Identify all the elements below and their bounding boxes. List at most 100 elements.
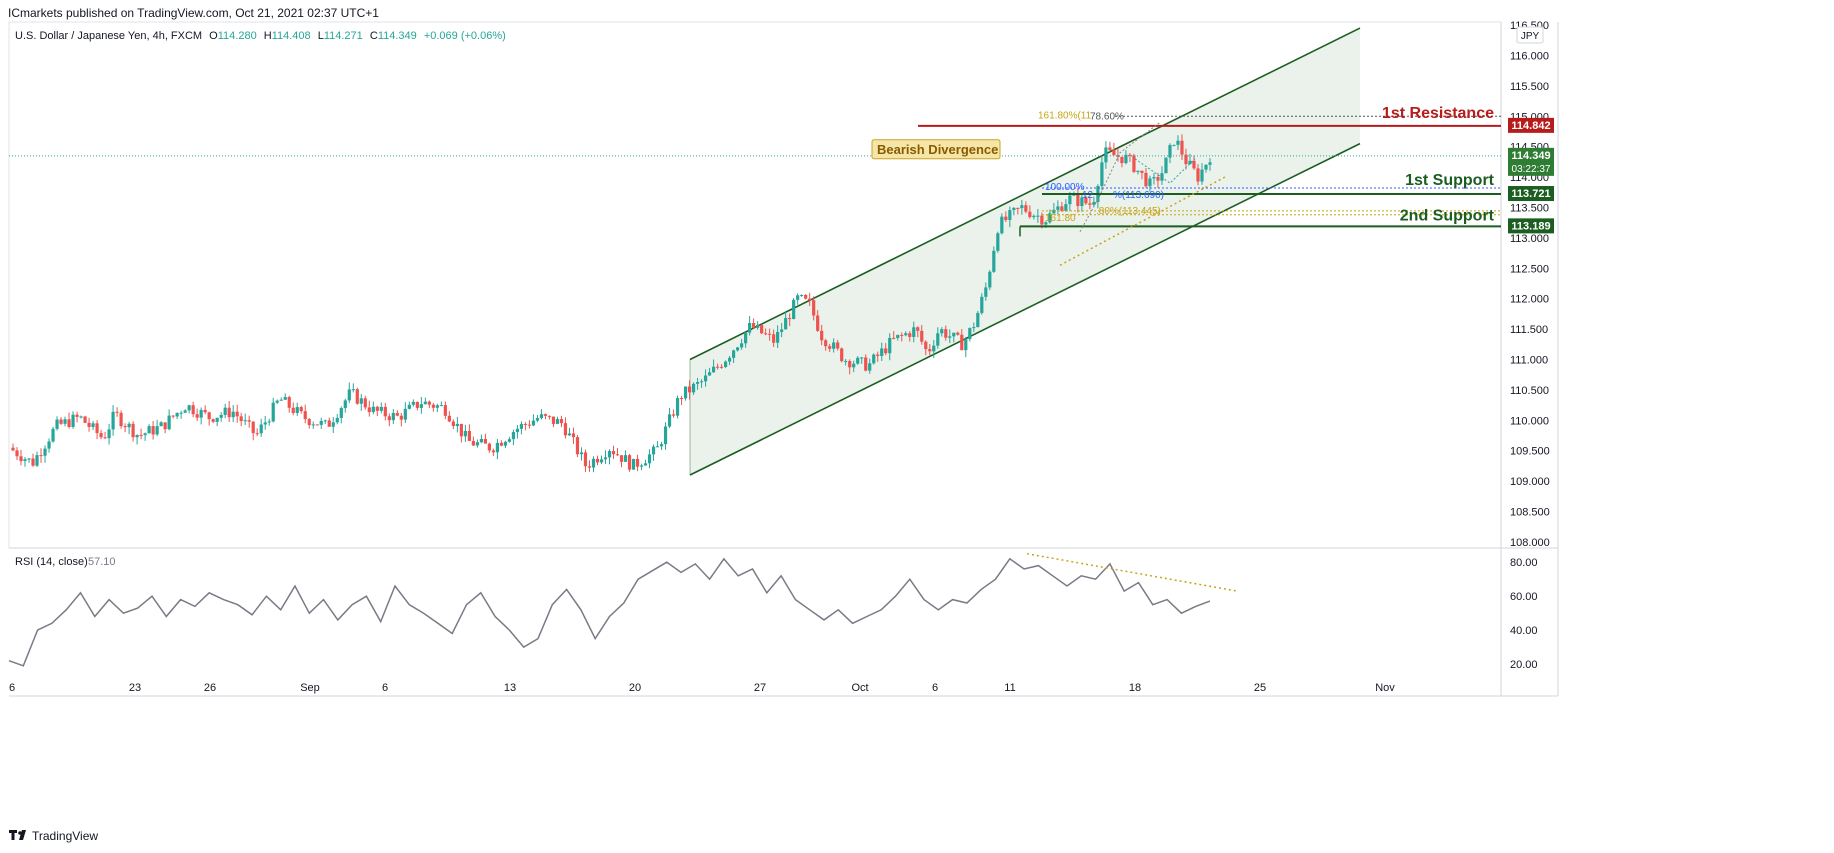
price-tick-label: 113.000 bbox=[1510, 233, 1549, 245]
price-tick-label: 110.000 bbox=[1510, 415, 1549, 427]
candle bbox=[844, 359, 848, 366]
candle bbox=[371, 401, 375, 415]
close-label: C bbox=[369, 30, 378, 42]
candle-body bbox=[451, 421, 455, 427]
candle-body bbox=[159, 422, 163, 427]
candle bbox=[107, 423, 111, 445]
candle bbox=[211, 418, 215, 424]
candle bbox=[439, 401, 443, 407]
candle bbox=[443, 401, 447, 420]
candle-body bbox=[135, 435, 139, 438]
candle-body bbox=[211, 419, 215, 422]
candle bbox=[399, 412, 403, 427]
candle bbox=[131, 421, 135, 442]
footer-brand[interactable]: TradingView bbox=[32, 829, 98, 843]
candle bbox=[19, 449, 23, 466]
candle bbox=[651, 444, 656, 461]
candle bbox=[467, 424, 471, 442]
candle-body bbox=[11, 447, 15, 451]
rsi-tick-label: 40.00 bbox=[1510, 625, 1538, 637]
candle bbox=[1144, 168, 1148, 188]
candle bbox=[347, 382, 351, 404]
symbol-name[interactable]: U.S. Dollar / Japanese Yen, 4h, FXCM bbox=[15, 30, 203, 42]
candle bbox=[808, 292, 812, 306]
candle bbox=[463, 424, 467, 442]
candle-body bbox=[255, 433, 259, 435]
candle-body bbox=[1180, 140, 1184, 155]
candle bbox=[728, 355, 732, 366]
candle-body bbox=[792, 299, 796, 319]
current-price-tag-text: 114.349 bbox=[1511, 150, 1550, 162]
price-tick-label: 108.500 bbox=[1510, 507, 1550, 519]
candle-body bbox=[343, 400, 347, 409]
rsi-tick-label: 80.00 bbox=[1510, 557, 1538, 569]
candle bbox=[868, 358, 872, 374]
candle-body bbox=[1044, 222, 1048, 225]
rsi-divergence-trendline bbox=[1026, 552, 1238, 592]
time-tick-label: Oct bbox=[851, 682, 868, 694]
candle bbox=[860, 356, 864, 364]
candle bbox=[203, 405, 207, 415]
candle-body bbox=[27, 458, 31, 460]
support1-price-tag-text: 113.721 bbox=[1511, 188, 1550, 200]
candle-body bbox=[1112, 150, 1116, 156]
time-tick-label: 23 bbox=[129, 682, 141, 694]
candle-body bbox=[1140, 170, 1144, 173]
candle-body bbox=[431, 404, 435, 408]
candle-body bbox=[1108, 147, 1112, 151]
candle bbox=[1168, 143, 1172, 164]
candle-body bbox=[1144, 172, 1148, 187]
candle-body bbox=[199, 409, 203, 418]
candle bbox=[627, 453, 632, 472]
candle bbox=[663, 422, 668, 450]
candle-body bbox=[15, 450, 19, 457]
candle-body bbox=[487, 443, 491, 451]
candle-body bbox=[375, 406, 379, 411]
candle-body bbox=[131, 423, 135, 438]
candle bbox=[243, 413, 247, 426]
candle-body bbox=[251, 421, 255, 434]
candle bbox=[1140, 170, 1144, 180]
candle-body bbox=[972, 327, 976, 329]
candle-body bbox=[864, 357, 868, 371]
candle-body bbox=[143, 433, 147, 436]
candle bbox=[455, 416, 459, 433]
candle-body bbox=[291, 407, 295, 413]
candle-body bbox=[635, 458, 640, 467]
candle bbox=[151, 420, 155, 440]
candle-body bbox=[495, 442, 500, 453]
candle bbox=[59, 417, 63, 425]
candle-body bbox=[63, 419, 67, 424]
candle-body bbox=[1048, 213, 1052, 223]
candle-body bbox=[191, 405, 195, 415]
time-tick-label: 18 bbox=[1129, 682, 1141, 694]
candle-body bbox=[231, 411, 235, 418]
candle bbox=[31, 453, 35, 467]
candle-body bbox=[319, 420, 323, 425]
candle bbox=[792, 297, 796, 320]
candle bbox=[984, 282, 988, 301]
candle-body bbox=[247, 420, 251, 422]
candle-body bbox=[407, 404, 411, 409]
candle-body bbox=[479, 438, 483, 443]
fib-label-top-1: 161.80%(11 bbox=[1038, 110, 1092, 121]
candle-body bbox=[764, 333, 768, 335]
candle bbox=[299, 405, 303, 414]
candle-body bbox=[816, 315, 820, 331]
candle-body bbox=[559, 419, 564, 424]
candle-body bbox=[756, 324, 760, 328]
candle-body bbox=[856, 357, 860, 364]
rsi-tick-label: 60.00 bbox=[1510, 591, 1538, 603]
candle-body bbox=[447, 415, 451, 422]
candle bbox=[768, 328, 772, 341]
candle bbox=[603, 450, 608, 464]
candle bbox=[920, 325, 924, 345]
candle bbox=[103, 431, 107, 440]
candle bbox=[623, 450, 628, 462]
candle-body bbox=[1128, 154, 1132, 156]
candle-body bbox=[1068, 195, 1072, 205]
candle-body bbox=[687, 386, 692, 393]
candle-body bbox=[932, 345, 936, 352]
candle-body bbox=[836, 342, 840, 349]
